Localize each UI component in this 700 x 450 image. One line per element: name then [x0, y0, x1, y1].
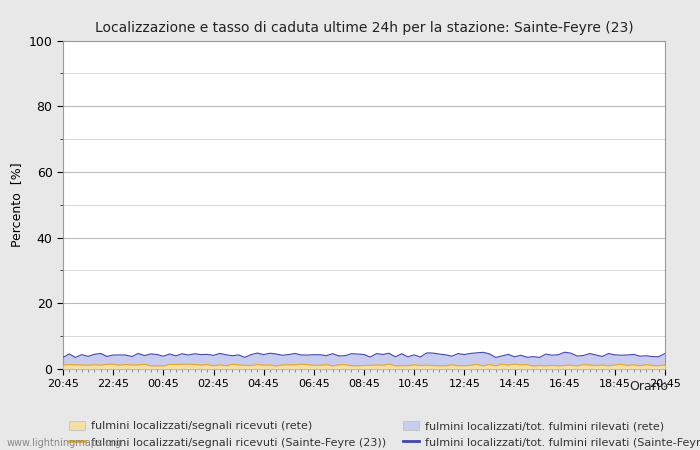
Text: Orario: Orario: [629, 380, 668, 393]
Text: www.lightningmaps.org: www.lightningmaps.org: [7, 438, 122, 448]
Legend: fulmini localizzati/segnali ricevuti (rete), fulmini localizzati/segnali ricevut: fulmini localizzati/segnali ricevuti (re…: [69, 421, 700, 448]
Title: Localizzazione e tasso di caduta ultime 24h per la stazione: Sainte-Feyre (23): Localizzazione e tasso di caduta ultime …: [94, 21, 634, 35]
Y-axis label: Percento  [%]: Percento [%]: [10, 162, 23, 247]
